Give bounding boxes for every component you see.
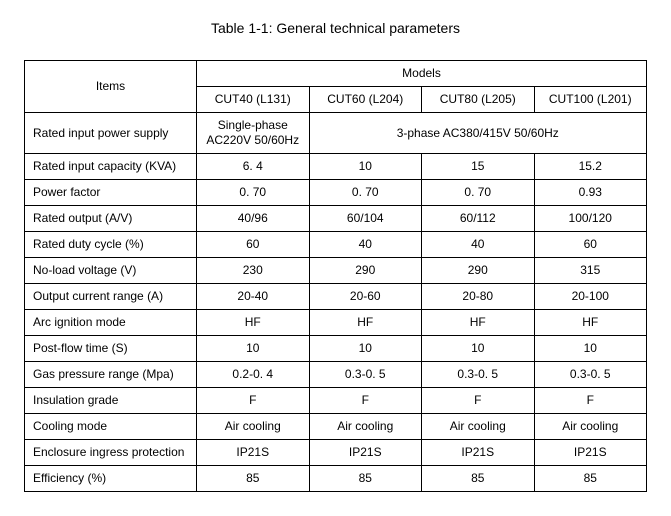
row-label: Power factor	[25, 180, 197, 206]
cell: 100/120	[534, 206, 647, 232]
row-label: Rated output (A/V)	[25, 206, 197, 232]
row-arc-ignition-mode: Arc ignition mode HF HF HF HF	[25, 310, 647, 336]
cell: IP21S	[309, 440, 422, 466]
header-model-0: CUT40 (L131)	[197, 87, 310, 113]
row-label: Enclosure ingress protection	[25, 440, 197, 466]
cell: 15	[422, 154, 535, 180]
cell: 40/96	[197, 206, 310, 232]
cell-line2: AC220V 50/60Hz	[206, 133, 299, 147]
cell: 230	[197, 258, 310, 284]
cell: HF	[422, 310, 535, 336]
cell: 15.2	[534, 154, 647, 180]
cell: 0.93	[534, 180, 647, 206]
cell: Air cooling	[197, 414, 310, 440]
cell: 85	[197, 466, 310, 492]
row-output-current-range: Output current range (A) 20-40 20-60 20-…	[25, 284, 647, 310]
cell: 0. 70	[197, 180, 310, 206]
cell-rated-input-power-supply-merged: 3-phase AC380/415V 50/60Hz	[309, 113, 647, 154]
row-enclosure-ingress-protection: Enclosure ingress protection IP21S IP21S…	[25, 440, 647, 466]
cell: F	[534, 388, 647, 414]
cell: 60/104	[309, 206, 422, 232]
row-label: Rated input power supply	[25, 113, 197, 154]
cell: 40	[309, 232, 422, 258]
row-label: Insulation grade	[25, 388, 197, 414]
cell: 60	[534, 232, 647, 258]
row-efficiency: Efficiency (%) 85 85 85 85	[25, 466, 647, 492]
cell: 10	[309, 154, 422, 180]
cell: 20-60	[309, 284, 422, 310]
row-label: Efficiency (%)	[25, 466, 197, 492]
row-label: Gas pressure range (Mpa)	[25, 362, 197, 388]
cell: 0.3-0. 5	[309, 362, 422, 388]
row-rated-duty-cycle: Rated duty cycle (%) 60 40 40 60	[25, 232, 647, 258]
parameters-table: Items Models CUT40 (L131) CUT60 (L204) C…	[24, 60, 647, 492]
cell: 60	[197, 232, 310, 258]
row-cooling-mode: Cooling mode Air cooling Air cooling Air…	[25, 414, 647, 440]
header-items: Items	[25, 61, 197, 113]
cell: 40	[422, 232, 535, 258]
row-label: Rated input capacity (KVA)	[25, 154, 197, 180]
row-post-flow-time: Post-flow time (S) 10 10 10 10	[25, 336, 647, 362]
cell: F	[197, 388, 310, 414]
cell: F	[309, 388, 422, 414]
cell: 10	[309, 336, 422, 362]
row-label: Rated duty cycle (%)	[25, 232, 197, 258]
header-model-1: CUT60 (L204)	[309, 87, 422, 113]
row-power-factor: Power factor 0. 70 0. 70 0. 70 0.93	[25, 180, 647, 206]
cell: 0. 70	[309, 180, 422, 206]
cell: Air cooling	[422, 414, 535, 440]
cell: 20-100	[534, 284, 647, 310]
cell: 20-40	[197, 284, 310, 310]
cell: IP21S	[422, 440, 535, 466]
cell: 10	[534, 336, 647, 362]
header-model-2: CUT80 (L205)	[422, 87, 535, 113]
header-model-3: CUT100 (L201)	[534, 87, 647, 113]
table-header-row-1: Items Models	[25, 61, 647, 87]
cell: IP21S	[197, 440, 310, 466]
row-label: Output current range (A)	[25, 284, 197, 310]
table-title: Table 1-1: General technical parameters	[24, 20, 647, 36]
row-label: Arc ignition mode	[25, 310, 197, 336]
cell: Air cooling	[309, 414, 422, 440]
row-label: No-load voltage (V)	[25, 258, 197, 284]
cell: 290	[309, 258, 422, 284]
cell: 85	[534, 466, 647, 492]
cell: 85	[422, 466, 535, 492]
cell: 10	[422, 336, 535, 362]
cell: 0.3-0. 5	[422, 362, 535, 388]
cell-line1: Single-phase	[218, 118, 288, 132]
cell: 0.2-0. 4	[197, 362, 310, 388]
cell: Air cooling	[534, 414, 647, 440]
cell: 85	[309, 466, 422, 492]
row-rated-input-capacity: Rated input capacity (KVA) 6. 4 10 15 15…	[25, 154, 647, 180]
row-insulation-grade: Insulation grade F F F F	[25, 388, 647, 414]
row-no-load-voltage: No-load voltage (V) 230 290 290 315	[25, 258, 647, 284]
row-label: Post-flow time (S)	[25, 336, 197, 362]
cell: 0. 70	[422, 180, 535, 206]
cell: F	[422, 388, 535, 414]
row-rated-output: Rated output (A/V) 40/96 60/104 60/112 1…	[25, 206, 647, 232]
cell: 290	[422, 258, 535, 284]
row-gas-pressure-range: Gas pressure range (Mpa) 0.2-0. 4 0.3-0.…	[25, 362, 647, 388]
cell: HF	[197, 310, 310, 336]
cell: 0.3-0. 5	[534, 362, 647, 388]
cell: HF	[534, 310, 647, 336]
cell-rated-input-power-supply-0: Single-phase AC220V 50/60Hz	[197, 113, 310, 154]
row-label: Cooling mode	[25, 414, 197, 440]
row-rated-input-power-supply: Rated input power supply Single-phase AC…	[25, 113, 647, 154]
cell: 6. 4	[197, 154, 310, 180]
header-models: Models	[197, 61, 647, 87]
cell: HF	[309, 310, 422, 336]
cell: 10	[197, 336, 310, 362]
cell: 315	[534, 258, 647, 284]
cell: 60/112	[422, 206, 535, 232]
cell: IP21S	[534, 440, 647, 466]
cell: 20-80	[422, 284, 535, 310]
